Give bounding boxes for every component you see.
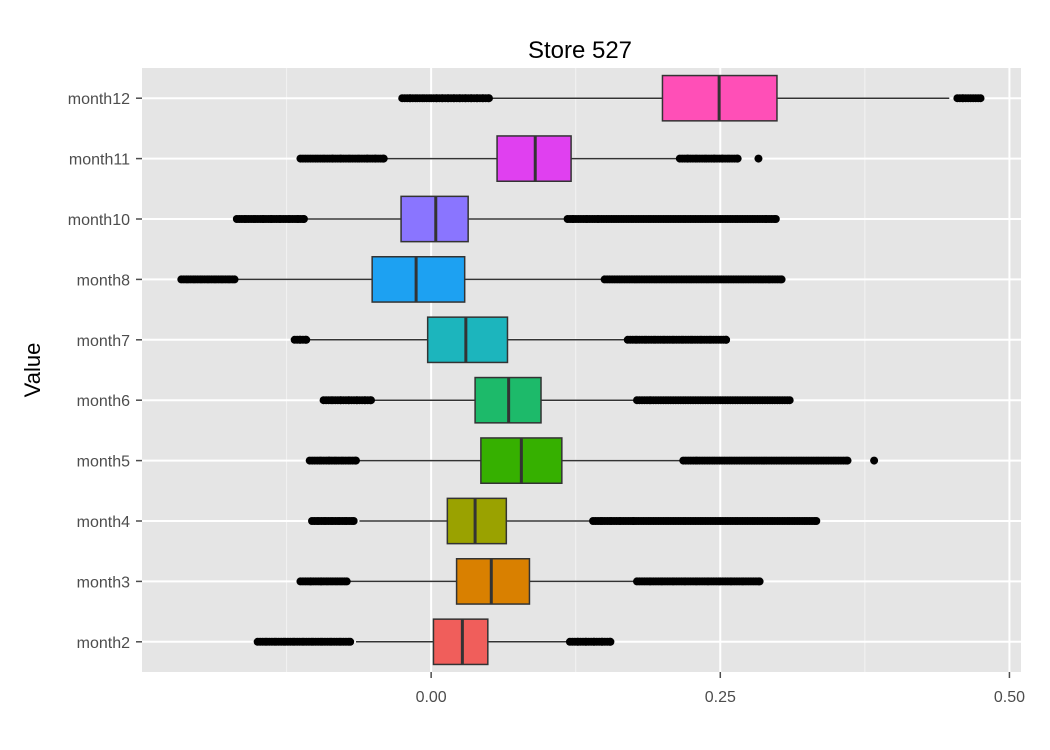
x-tick-label: 0.25 — [705, 689, 736, 706]
y-axis: month12 month11 month10 month8 month7 month6 m… — [68, 91, 142, 652]
outlier-point — [230, 275, 239, 284]
box-month5 — [305, 437, 879, 485]
outlier-point — [351, 456, 360, 465]
y-tick-label: month10 — [68, 212, 130, 229]
outlier-point — [843, 456, 852, 465]
boxplot-series — [177, 74, 985, 666]
outlier-point — [484, 94, 493, 103]
outlier-point — [379, 154, 388, 163]
box-month7 — [290, 316, 731, 364]
outlier-point — [346, 637, 355, 646]
box-iqr — [371, 256, 466, 303]
y-tick-label: month12 — [68, 91, 130, 108]
y-tick-label: month2 — [77, 635, 130, 652]
box-iqr — [432, 618, 489, 666]
y-tick-label: month11 — [69, 152, 130, 169]
y-tick-label: month6 — [77, 393, 130, 410]
outlier-point — [733, 154, 742, 163]
outlier-point — [812, 517, 821, 525]
outlier-point — [722, 335, 731, 344]
y-tick-label: month4 — [77, 514, 130, 531]
outlier-point — [777, 275, 786, 284]
box-month10 — [232, 195, 780, 243]
outlier-point — [870, 456, 879, 465]
y-axis-label: Value — [20, 343, 45, 398]
box-month11 — [296, 135, 763, 182]
outlier-point — [302, 335, 311, 344]
x-tick-label: 0.00 — [416, 689, 447, 706]
outlier-point — [342, 577, 351, 586]
outlier-point — [785, 396, 794, 405]
y-tick-label: month5 — [77, 454, 130, 471]
box-month3 — [296, 558, 764, 605]
outlier-point — [299, 215, 308, 223]
box-month12 — [398, 74, 985, 122]
outlier-point — [349, 517, 358, 525]
chart-title: Store 527 — [528, 37, 632, 64]
outlier-point — [755, 577, 764, 586]
box-iqr — [426, 316, 509, 364]
box-month8 — [177, 256, 786, 303]
box-month2 — [253, 618, 615, 666]
x-axis: 0.00 0.25 0.50 — [416, 672, 1025, 706]
box-iqr — [455, 558, 531, 605]
outlier-point — [367, 396, 376, 405]
box-iqr — [446, 497, 508, 545]
x-tick-label: 0.50 — [994, 689, 1025, 706]
y-tick-label: month8 — [77, 272, 130, 289]
y-tick-label: month3 — [77, 574, 130, 591]
box-month6 — [319, 376, 794, 424]
outlier-point — [771, 215, 780, 223]
plot-panel — [142, 68, 1021, 672]
outlier-point — [606, 637, 615, 646]
outlier-point — [976, 94, 985, 103]
box-month4 — [308, 497, 821, 545]
y-tick-label: month7 — [77, 333, 130, 350]
outlier-point — [754, 154, 763, 163]
